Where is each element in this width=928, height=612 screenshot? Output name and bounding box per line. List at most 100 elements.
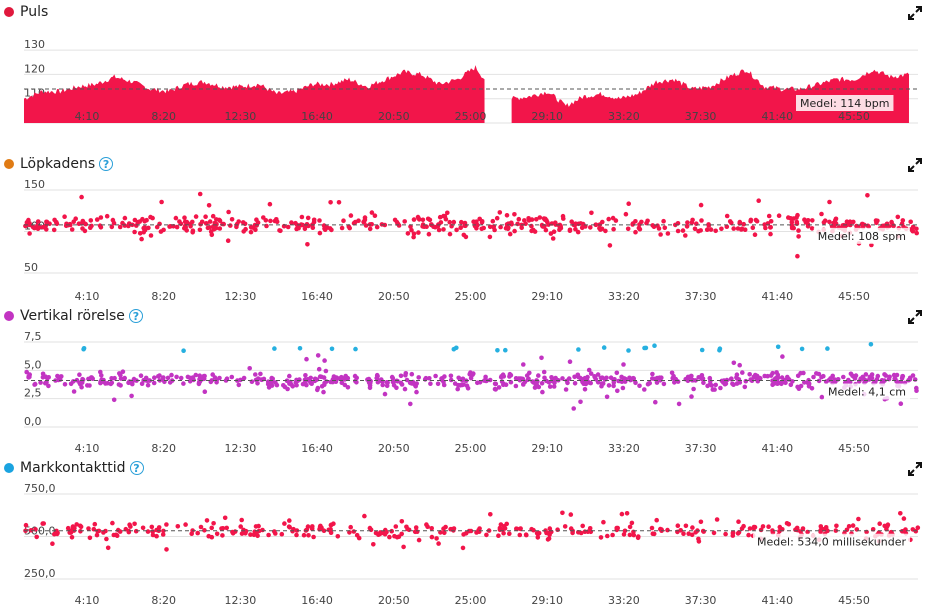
- data-point: [324, 379, 329, 384]
- contact-legend-dot: [4, 463, 14, 473]
- data-point: [614, 370, 620, 376]
- data-point: [665, 231, 671, 236]
- data-point: [65, 525, 71, 531]
- data-point: [112, 375, 117, 381]
- data-point: [537, 215, 543, 220]
- data-point: [669, 370, 675, 376]
- help-icon[interactable]: ?: [99, 157, 114, 171]
- data-point: [98, 369, 103, 375]
- help-icon[interactable]: ?: [129, 461, 144, 475]
- data-point: [724, 213, 730, 219]
- data-point: [652, 343, 657, 348]
- data-point: [541, 369, 547, 375]
- data-point: [743, 378, 749, 384]
- data-point: [431, 224, 436, 229]
- data-point: [643, 345, 649, 351]
- data-point: [451, 219, 457, 225]
- data-point: [150, 532, 156, 538]
- data-point: [535, 379, 540, 384]
- data-point: [698, 519, 704, 525]
- data-point: [137, 231, 143, 236]
- data-point: [621, 532, 627, 537]
- data-point: [199, 219, 205, 225]
- data-point: [551, 229, 557, 234]
- data-point: [560, 376, 565, 381]
- data-point: [884, 221, 890, 227]
- data-point: [887, 374, 892, 380]
- data-point: [40, 371, 46, 377]
- data-point: [239, 531, 245, 536]
- data-point: [507, 531, 512, 536]
- data-point: [707, 382, 713, 387]
- data-point: [760, 524, 766, 529]
- data-point: [629, 520, 635, 526]
- help-icon[interactable]: ?: [128, 309, 143, 323]
- data-point: [68, 381, 74, 387]
- data-point: [806, 381, 812, 386]
- vertical-title-text: Vertikal rörelse: [20, 308, 125, 324]
- data-point: [323, 368, 329, 374]
- data-point: [105, 545, 111, 551]
- data-point: [151, 380, 157, 386]
- y-tick-label: 2,5: [24, 387, 42, 400]
- data-point: [848, 371, 854, 377]
- data-point: [322, 358, 327, 363]
- expand-icon[interactable]: [908, 158, 922, 172]
- data-point: [258, 377, 264, 382]
- expand-icon[interactable]: [908, 310, 922, 324]
- data-point: [487, 224, 493, 230]
- data-point: [901, 528, 906, 534]
- x-tick-label: 4:10: [75, 594, 100, 607]
- data-point: [445, 210, 450, 216]
- data-point: [519, 225, 524, 231]
- data-point: [154, 533, 159, 539]
- data-point: [550, 236, 556, 241]
- data-point: [690, 525, 695, 530]
- data-point: [225, 238, 231, 243]
- data-point: [877, 521, 882, 526]
- data-point: [54, 221, 60, 227]
- data-point: [32, 381, 38, 387]
- expand-icon[interactable]: [908, 462, 922, 476]
- data-point: [750, 225, 756, 231]
- data-point: [633, 229, 638, 235]
- data-point: [315, 353, 321, 358]
- data-point: [681, 531, 686, 536]
- data-point: [775, 344, 781, 350]
- data-point: [248, 229, 254, 235]
- data-point: [342, 382, 348, 388]
- data-point: [496, 385, 502, 390]
- data-point: [777, 529, 782, 534]
- data-point: [595, 380, 601, 385]
- data-point: [587, 526, 593, 531]
- data-point: [108, 381, 114, 387]
- data-point: [654, 517, 659, 523]
- data-point: [427, 376, 432, 381]
- expand-icon[interactable]: [908, 6, 922, 20]
- data-point: [717, 346, 723, 351]
- data-point: [912, 377, 918, 382]
- data-point: [287, 525, 293, 530]
- data-point: [526, 216, 531, 221]
- data-point: [753, 372, 758, 378]
- data-point: [601, 345, 607, 350]
- data-point: [714, 517, 720, 522]
- data-point: [92, 521, 98, 527]
- data-point: [576, 347, 581, 352]
- data-point: [436, 227, 442, 233]
- data-point: [150, 215, 155, 221]
- data-point: [181, 381, 186, 386]
- data-point: [477, 526, 482, 531]
- data-point: [169, 372, 174, 378]
- data-point: [730, 530, 736, 536]
- data-point: [650, 371, 655, 377]
- data-point: [420, 217, 426, 223]
- data-point: [269, 375, 275, 381]
- data-point: [111, 220, 117, 226]
- data-point: [34, 534, 39, 540]
- data-point: [285, 224, 291, 230]
- data-point: [661, 381, 667, 387]
- data-point: [775, 381, 780, 386]
- data-point: [81, 346, 86, 352]
- data-point: [88, 225, 93, 230]
